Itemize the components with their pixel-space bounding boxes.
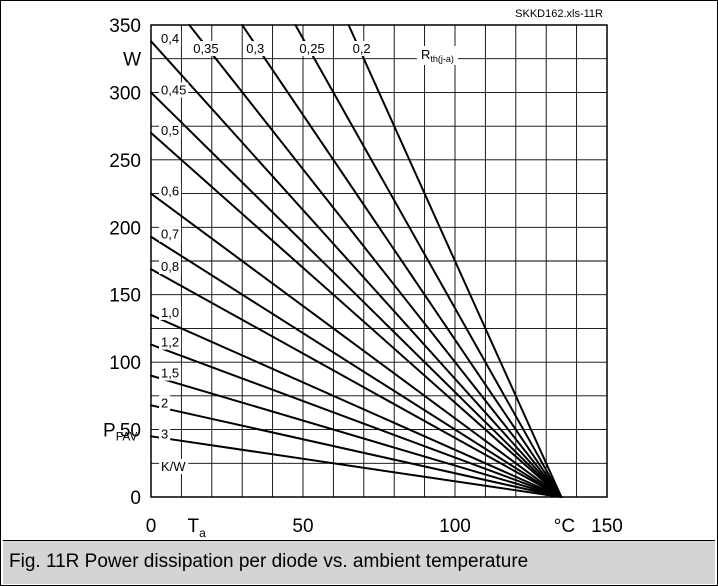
y-tick-label: 150 <box>109 286 141 307</box>
series-line <box>188 24 563 498</box>
series-line <box>150 313 563 498</box>
y-tick-label: 250 <box>109 151 141 172</box>
series-label-background <box>159 395 171 411</box>
series-line <box>150 91 563 498</box>
series-labels: 0,2 0,25 0,3 0,35 0,4 0,45 0,5 0,6 0,7 0,8 1,0 1,2 1… <box>159 31 373 442</box>
x-axis-label: Ta <box>187 516 206 539</box>
y-tick-label: 0 <box>130 488 141 509</box>
series-label: 0,4 <box>161 31 179 46</box>
series-label-background <box>159 365 182 381</box>
y-tick-label: 200 <box>109 218 141 239</box>
y-axis-unit: W <box>123 50 141 71</box>
x-tick-label: 50 <box>292 516 313 537</box>
x-tick-label: 100 <box>439 516 471 537</box>
series-label-background <box>159 334 182 350</box>
series-label: 0,8 <box>161 259 179 274</box>
series-label-background <box>244 41 267 56</box>
series-label-background <box>159 259 182 275</box>
figure-caption: Fig. 11R Power dissipation per diode vs.… <box>9 551 529 572</box>
series-label: 0,35 <box>193 41 218 56</box>
series-line <box>294 24 563 498</box>
x-axis-unit: °C <box>554 516 575 537</box>
file-tag: SKKD162.xls-11R <box>515 8 603 20</box>
series-label-background <box>159 122 182 138</box>
series-label: 2 <box>161 395 168 410</box>
series-label-background <box>297 41 327 56</box>
series-label: 0,3 <box>246 41 264 56</box>
series-label-background <box>159 304 182 320</box>
series-label-background <box>159 82 189 98</box>
series-label: 3 <box>161 426 168 441</box>
rth-unit: K/W <box>161 459 186 474</box>
x-tick-label: 0 <box>146 516 157 537</box>
series-line <box>150 374 563 498</box>
y-tick-label: 100 <box>109 353 141 374</box>
series-label-background <box>350 41 373 56</box>
series-line <box>150 40 563 498</box>
y-axis-symbol: P <box>103 421 116 442</box>
grid <box>151 25 607 497</box>
series-line <box>150 435 563 498</box>
y-tick-label: 50 <box>120 421 141 442</box>
rth-symbol: R <box>421 47 430 62</box>
series-label: 0,2 <box>353 41 371 56</box>
y-axis-label: PFAV <box>103 421 137 444</box>
series-label: 1,2 <box>161 335 179 350</box>
series-label: 0,6 <box>161 184 179 199</box>
series-label-background <box>159 183 182 199</box>
x-axis-symbol: T <box>187 516 199 537</box>
series-label: 0,5 <box>161 123 179 138</box>
series-line <box>150 192 563 498</box>
rth-symbol-sub: th(j-a) <box>430 54 454 64</box>
tick-labels: 0 50 100 150 200 250 300 350 0 50 100 150 <box>109 16 623 537</box>
x-axis-symbol-sub: a <box>199 526 206 539</box>
y-axis-symbol-sub: FAV <box>116 430 138 444</box>
series-label: 0,25 <box>299 41 324 56</box>
y-tick-label: 350 <box>109 16 141 37</box>
series-line <box>241 24 563 498</box>
series-label: 0,45 <box>161 82 186 97</box>
plot-area <box>150 24 608 498</box>
series-line <box>347 24 563 498</box>
series-line <box>150 404 563 498</box>
caption-bar: Fig. 11R Power dissipation per diode vs.… <box>3 540 715 584</box>
y-tick-label: 300 <box>109 83 141 104</box>
x-tick-label: 150 <box>591 516 623 537</box>
series-line <box>150 131 563 498</box>
rth-unit-background <box>159 458 189 474</box>
rth-label: Rth(j-a) <box>421 47 454 64</box>
series-line <box>150 268 563 498</box>
series-label: 1,0 <box>161 305 179 320</box>
series-line <box>150 343 563 498</box>
rth-label-background <box>417 46 458 65</box>
series-label: 0,7 <box>161 227 179 242</box>
series-label-background <box>159 31 182 47</box>
series-lines <box>150 24 563 498</box>
series-label: 1,5 <box>161 366 179 381</box>
series-line <box>150 235 563 498</box>
series-label-background <box>159 426 171 442</box>
series-label-background <box>191 41 221 56</box>
series-label-background <box>159 226 182 242</box>
